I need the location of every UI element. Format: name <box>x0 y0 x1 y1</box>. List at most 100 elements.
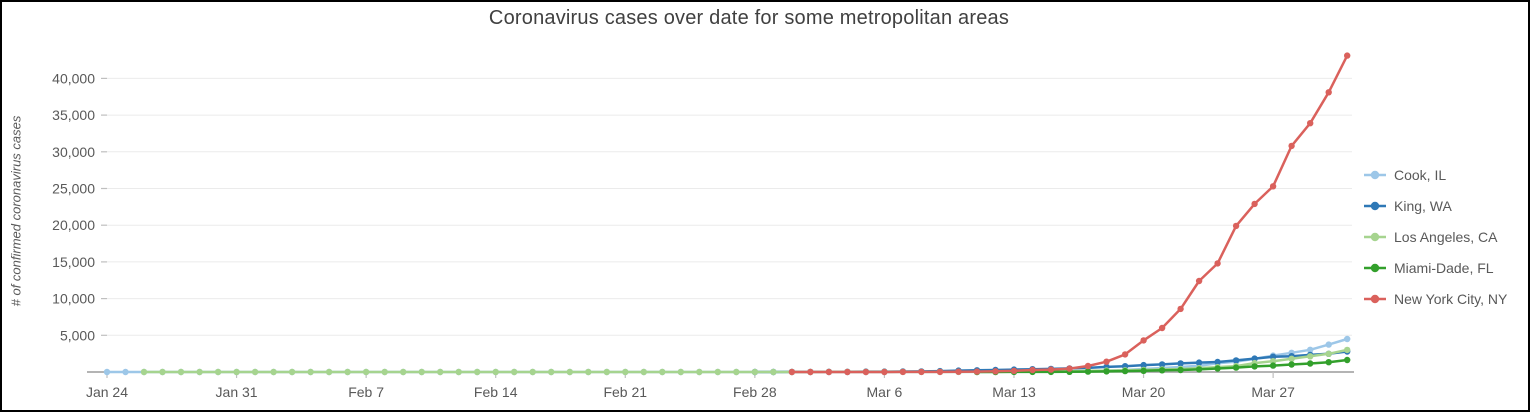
data-point-new-york-city-ny <box>844 368 851 376</box>
data-point-new-york-city-ny <box>1195 277 1203 285</box>
data-point-miami-dade-fl <box>1214 365 1221 372</box>
legend-label: King, WA <box>1394 197 1452 214</box>
y-axis-title: # of confirmed coronavirus cases <box>8 115 24 307</box>
data-point-los-angeles-ca <box>733 368 740 376</box>
data-point-miami-dade-fl <box>1195 366 1203 373</box>
data-point-los-angeles-ca <box>566 368 573 376</box>
data-point-los-angeles-ca <box>251 368 259 376</box>
data-point-new-york-city-ny <box>807 368 814 376</box>
data-point-los-angeles-ca <box>585 368 592 376</box>
y-tick-label: 20,000 <box>52 217 95 233</box>
legend-label: Miami-Dade, FL <box>1394 259 1494 276</box>
legend-marker-icon <box>1364 232 1386 241</box>
data-point-new-york-city-ny <box>1029 366 1036 374</box>
data-point-new-york-city-ny <box>1232 222 1240 230</box>
data-point-los-angeles-ca <box>214 368 222 376</box>
data-point-los-angeles-ca <box>177 368 185 376</box>
data-point-cook-il <box>1307 346 1314 353</box>
data-point-los-angeles-ca <box>381 368 388 376</box>
legend-label: Cook, IL <box>1394 166 1447 183</box>
data-point-los-angeles-ca <box>603 368 610 376</box>
data-point-new-york-city-ny <box>1158 324 1166 332</box>
data-point-new-york-city-ny <box>1103 358 1110 365</box>
x-tick-label: Mar 20 <box>1122 384 1166 400</box>
data-point-new-york-city-ny <box>899 368 907 376</box>
y-tick-label: 30,000 <box>52 144 95 160</box>
data-point-cook-il <box>103 368 111 376</box>
data-point-los-angeles-ca <box>233 368 240 376</box>
data-point-miami-dade-fl <box>1251 363 1258 370</box>
data-point-new-york-city-ny <box>955 368 962 375</box>
data-point-new-york-city-ny <box>1177 305 1184 313</box>
x-tick-label: Mar 27 <box>1251 384 1295 400</box>
data-point-los-angeles-ca <box>196 368 203 376</box>
data-point-los-angeles-ca <box>1325 350 1332 357</box>
data-point-new-york-city-ny <box>1066 365 1073 372</box>
data-point-miami-dade-fl <box>1084 368 1092 375</box>
data-point-los-angeles-ca <box>344 368 351 376</box>
data-point-king-wa <box>1214 358 1221 366</box>
data-point-miami-dade-fl <box>1140 367 1147 374</box>
data-point-miami-dade-fl <box>1177 366 1184 374</box>
legend: Cook, IL King, WA Los Angeles, CA Miami-Dad… <box>1364 159 1507 314</box>
data-point-new-york-city-ny <box>973 368 981 375</box>
data-point-new-york-city-ny <box>1344 52 1351 59</box>
legend-item-king-wa: King, WA <box>1364 190 1507 221</box>
data-point-los-angeles-ca <box>437 368 444 376</box>
data-point-cook-il <box>122 368 129 376</box>
data-point-los-angeles-ca <box>714 368 721 376</box>
data-point-king-wa <box>1269 353 1277 360</box>
legend-item-new-york-city-ny: New York City, NY <box>1364 283 1507 314</box>
legend-item-los-angeles-ca: Los Angeles, CA <box>1364 221 1507 252</box>
y-tick-label: 35,000 <box>52 107 95 123</box>
data-point-los-angeles-ca <box>640 368 647 376</box>
data-point-los-angeles-ca <box>511 368 518 376</box>
data-point-new-york-city-ny <box>1010 367 1018 375</box>
data-point-los-angeles-ca <box>455 368 462 376</box>
x-tick-label: Mar 6 <box>867 384 903 400</box>
data-point-los-angeles-ca <box>307 368 314 376</box>
data-point-los-angeles-ca <box>140 368 148 376</box>
data-point-los-angeles-ca <box>770 368 777 376</box>
data-point-los-angeles-ca <box>492 368 499 376</box>
data-point-king-wa <box>1177 360 1184 367</box>
data-point-los-angeles-ca <box>418 368 425 376</box>
data-point-new-york-city-ny <box>1307 120 1314 127</box>
data-point-king-wa <box>1232 357 1240 364</box>
data-point-new-york-city-ny <box>862 368 870 376</box>
data-point-los-angeles-ca <box>474 368 481 376</box>
data-point-king-wa <box>1158 361 1166 368</box>
data-point-los-angeles-ca <box>325 368 333 376</box>
x-tick-label: Mar 13 <box>992 384 1036 400</box>
data-point-miami-dade-fl <box>1269 362 1277 369</box>
x-tick-label: Feb 7 <box>348 384 384 400</box>
legend-label: New York City, NY <box>1394 290 1508 307</box>
data-point-king-wa <box>1195 359 1203 366</box>
data-point-los-angeles-ca <box>159 368 166 376</box>
data-point-new-york-city-ny <box>1084 362 1092 370</box>
data-point-miami-dade-fl <box>1121 367 1129 375</box>
series-line-new-york-city-ny <box>790 54 1349 374</box>
data-point-los-angeles-ca <box>751 368 759 376</box>
data-point-miami-dade-fl <box>1325 359 1332 366</box>
data-point-new-york-city-ny <box>1214 260 1221 267</box>
data-point-new-york-city-ny <box>825 368 833 376</box>
data-point-new-york-city-ny <box>1047 366 1055 373</box>
data-point-miami-dade-fl <box>1307 360 1314 367</box>
data-point-new-york-city-ny <box>1288 142 1295 150</box>
data-point-los-angeles-ca <box>1344 346 1351 354</box>
data-point-new-york-city-ny <box>936 368 944 376</box>
legend-marker-icon <box>1364 294 1386 303</box>
data-point-los-angeles-ca <box>1269 358 1277 365</box>
data-point-los-angeles-ca <box>1288 355 1295 362</box>
y-tick-label: 5,000 <box>60 327 95 343</box>
data-point-king-wa <box>1140 361 1147 369</box>
legend-item-miami-dade-fl: Miami-Dade, FL <box>1364 252 1507 283</box>
data-point-miami-dade-fl <box>1232 364 1240 371</box>
data-point-new-york-city-ny <box>992 368 999 375</box>
data-point-los-angeles-ca <box>696 368 703 376</box>
data-point-new-york-city-ny <box>1251 200 1258 208</box>
data-point-new-york-city-ny <box>788 368 796 376</box>
data-point-los-angeles-ca <box>529 368 536 376</box>
series-line-los-angeles-ca <box>142 348 1349 374</box>
